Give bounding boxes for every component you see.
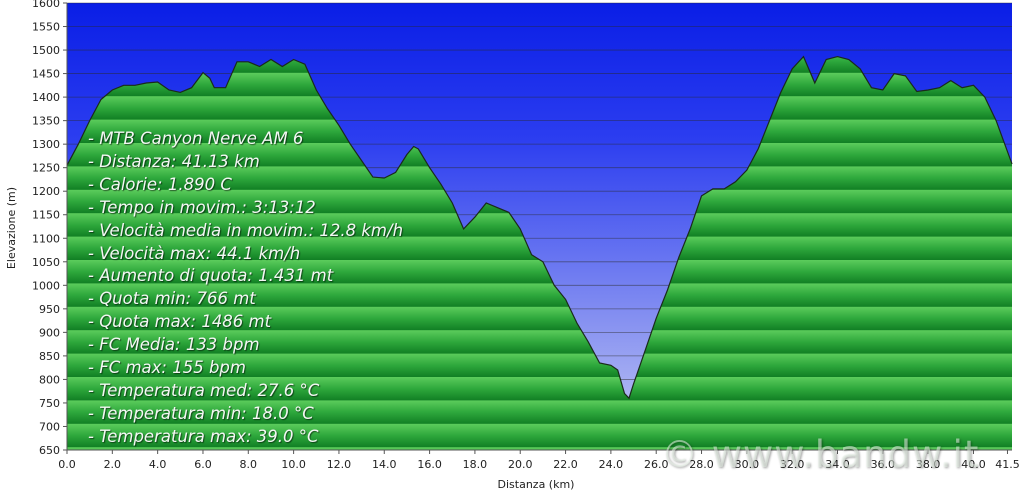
y-tick-label: 1050 [32,256,60,269]
x-axis-ticks: 0.0 2.0 4.0 6.0 8.0 10.0 12.0 14.0 16.0 18.0 20.0 2… [58,450,1020,471]
y-tick-label: 1100 [32,232,60,245]
y-axis-title: Elevazione (m) [5,187,18,269]
x-tick-label: 16.0 [417,458,442,471]
y-tick-label: 1150 [32,209,60,222]
ride-stats-list: - MTB Canyon Nerve AM 6 - Distanza: 41.1… [88,128,403,449]
y-tick-label: 1500 [32,44,60,57]
y-tick-label: 1250 [32,162,60,175]
stat-max-speed: - Velocità max: 44.1 km/h [88,243,301,263]
stat-distance: - Distanza: 41.13 km [88,151,260,171]
watermark: © www.bandw.it [661,433,980,476]
x-tick-label: 0.0 [58,458,76,471]
x-axis-title: Distanza (km) [498,478,575,491]
x-tick-label: 32.0 [780,458,805,471]
y-tick-label: 800 [39,373,60,386]
y-tick-label: 1450 [32,68,60,81]
y-tick-label: 900 [39,326,60,339]
stat-avg-temperature: - Temperatura med: 27.6 °C [88,380,320,400]
x-tick-label: 2.0 [104,458,122,471]
y-tick-label: 1200 [32,185,60,198]
stat-calories: - Calorie: 1.890 C [88,174,232,194]
x-tick-label: 22.0 [553,458,578,471]
x-tick-label: 8.0 [240,458,258,471]
x-tick-label: 12.0 [327,458,352,471]
y-tick-label: 750 [39,397,60,410]
x-tick-label: 34.0 [825,458,850,471]
stat-avg-speed: - Velocità media in movim.: 12.8 km/h [88,220,404,240]
y-axis-ticks: 650 700 750 800 850 900 950 1000 1050 1100 1150 120… [32,0,67,457]
y-tick-label: 950 [39,303,60,316]
x-tick-label: 38.0 [916,458,941,471]
stat-avg-heart-rate: - FC Media: 133 bpm [88,335,260,355]
x-tick-label: 26.0 [644,458,669,471]
x-tick-label: 18.0 [463,458,488,471]
y-tick-label: 850 [39,350,60,363]
y-tick-label: 1600 [32,0,60,10]
stat-max-heart-rate: - FC max: 155 bpm [88,358,246,378]
stat-min-temperature: - Temperatura min: 18.0 °C [88,403,314,423]
y-tick-label: 700 [39,420,60,433]
elevation-outline [66,55,1013,400]
y-tick-label: 1000 [32,279,60,292]
stat-max-temperature: - Temperatura max: 39.0 °C [88,426,319,446]
x-tick-label: 40.0 [961,458,986,471]
x-tick-label: 20.0 [508,458,533,471]
y-tick-label: 1550 [32,21,60,34]
x-tick-label: 36.0 [871,458,896,471]
y-tick-label: 1300 [32,138,60,151]
x-tick-label: 30.0 [735,458,760,471]
x-tick-label: 4.0 [149,458,167,471]
y-tick-label: 650 [39,444,60,457]
stat-max-altitude: - Quota max: 1486 mt [88,312,272,332]
x-tick-label: 6.0 [194,458,212,471]
x-tick-label: 24.0 [599,458,624,471]
stat-elevation-gain: - Aumento di quota: 1.431 mt [88,266,334,286]
stat-min-altitude: - Quota min: 766 mt [88,289,256,309]
x-tick-label: 41.5 [995,458,1020,471]
y-tick-label: 1350 [32,115,60,128]
x-tick-label: 14.0 [372,458,397,471]
x-tick-label: 28.0 [689,458,714,471]
elevation-area [67,56,1012,450]
stat-moving-time: - Tempo in movim.: 3:13:12 [88,197,316,217]
x-tick-label: 10.0 [281,458,306,471]
y-tick-label: 1400 [32,91,60,104]
stat-bike: - MTB Canyon Nerve AM 6 [88,129,304,148]
